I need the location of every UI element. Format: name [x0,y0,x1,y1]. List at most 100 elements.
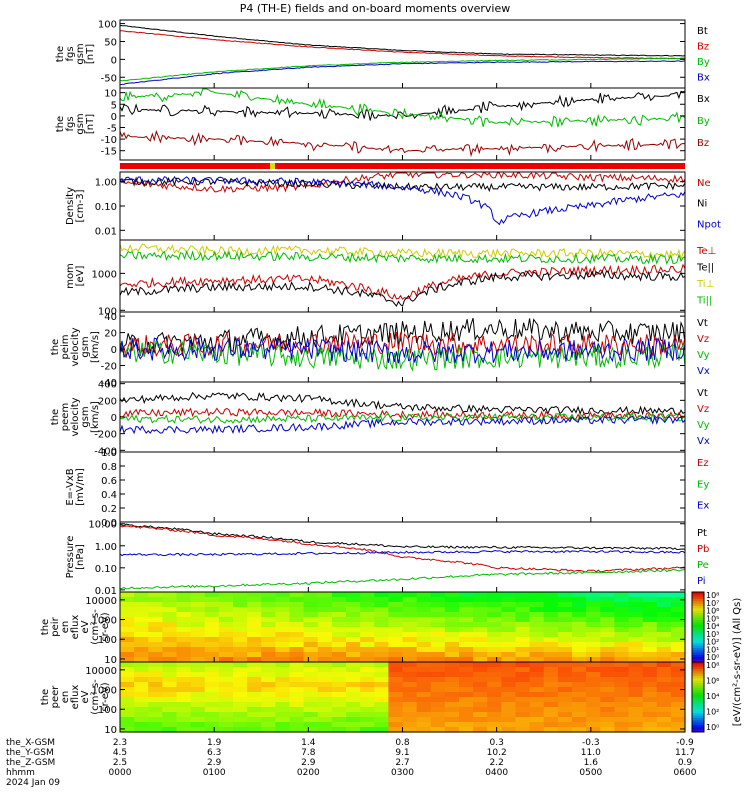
series-line-temp-Te|| [119,270,686,307]
spec-cell [233,677,248,683]
spec-cell [586,712,601,718]
spec-cell [388,592,404,598]
spec-cell [487,662,502,668]
spec-cell [190,612,206,618]
spec-cell [261,672,276,678]
orbit-value: 1.4 [301,738,316,748]
spec-cell [473,702,488,708]
spec-cell [501,717,517,723]
spec-cell [614,612,630,618]
orbit-value: 0100 [202,768,226,778]
ylabel-efield: E=-VxB [65,468,76,505]
spec-cell [557,602,573,608]
legend-Bx: Bx [697,73,710,84]
spec-cell [374,657,389,663]
spec-cell [317,617,333,623]
spec-cell [289,667,305,673]
spec-cell [459,687,474,693]
spec-cell [317,612,333,618]
spec-cell [572,657,587,663]
spec-cell [543,672,559,678]
spec-cell [670,617,686,623]
spec-cell [459,692,474,698]
spec-cell [515,652,531,658]
spec-cell [487,677,502,683]
spec-cell [275,707,291,713]
spec-cell [303,617,319,623]
spec-cell [360,692,375,698]
spec-cell [473,647,488,653]
spec-cell [416,642,432,648]
spec-cell [134,662,149,668]
spec-cell [572,602,587,608]
spec-cell [346,707,361,713]
spec-cell [134,692,149,698]
spec-cell [656,702,672,708]
legend-Vz: Vz [697,334,709,345]
spec-cell [134,602,149,608]
spec-cell [176,687,192,693]
spec-cell [402,657,418,663]
spec-cell [600,697,615,703]
spec-cell [656,592,672,598]
spec-cell [430,592,446,598]
spec-cell [416,677,432,683]
colorbar-cell [692,638,704,642]
spec-cell [134,677,149,683]
spec-cell [331,692,347,698]
spec-cell [233,722,248,728]
spec-cell [247,672,262,678]
spec-cell [190,662,206,668]
spec-cell [402,642,418,648]
spec-cell [402,622,418,628]
spec-cell [501,657,517,663]
spec-cell [218,717,234,723]
spec-cell [162,647,178,653]
ytick-label: -50 [101,73,117,84]
legend-Vz: Vz [697,404,709,415]
spec-cell [204,602,220,608]
spec-cell [487,627,502,633]
ylabel-peer_spec: the [40,689,51,705]
spec-cell [317,717,333,723]
spec-cell [303,612,319,618]
spec-cell [473,662,488,668]
spec-cell [430,602,446,608]
ytick-label: 10000 [85,666,117,677]
ylabel-peer_spec: peer [50,685,61,709]
spec-cell [642,607,658,613]
spec-cell [331,617,347,623]
spec-cell [600,617,615,623]
spec-cell [543,642,559,648]
spec-cell [346,607,361,613]
ylabel-peer_spec: eflux [70,685,81,710]
spec-cell [289,612,305,618]
colorbar-tick: 10² [706,708,719,717]
spec-cell [289,707,305,713]
orbit-value: 9.1 [395,748,410,758]
spec-cell [360,632,375,638]
colorbar-cell [692,727,704,731]
spec-cell [360,687,375,693]
ylabel-peem_vel: velocity [70,397,81,436]
spec-cell [586,602,601,608]
spec-cell [190,617,206,623]
spec-cell [148,677,163,683]
spec-cell [515,727,531,733]
spec-cell [289,697,305,703]
spec-cell [134,622,149,628]
colorbar-cell [692,713,704,717]
spec-cell [656,712,672,718]
spec-cell [501,622,517,628]
spec-cell [218,727,234,733]
spec-cell [176,727,192,733]
spec-cell [275,692,291,698]
spec-cell [487,642,502,648]
colorbar-cell [692,620,704,623]
spec-cell [430,607,446,613]
spec-cell [317,602,333,608]
spec-cell [416,672,432,678]
spec-cell [331,677,347,683]
spec-cell [586,662,601,668]
spec-cell [303,632,319,638]
